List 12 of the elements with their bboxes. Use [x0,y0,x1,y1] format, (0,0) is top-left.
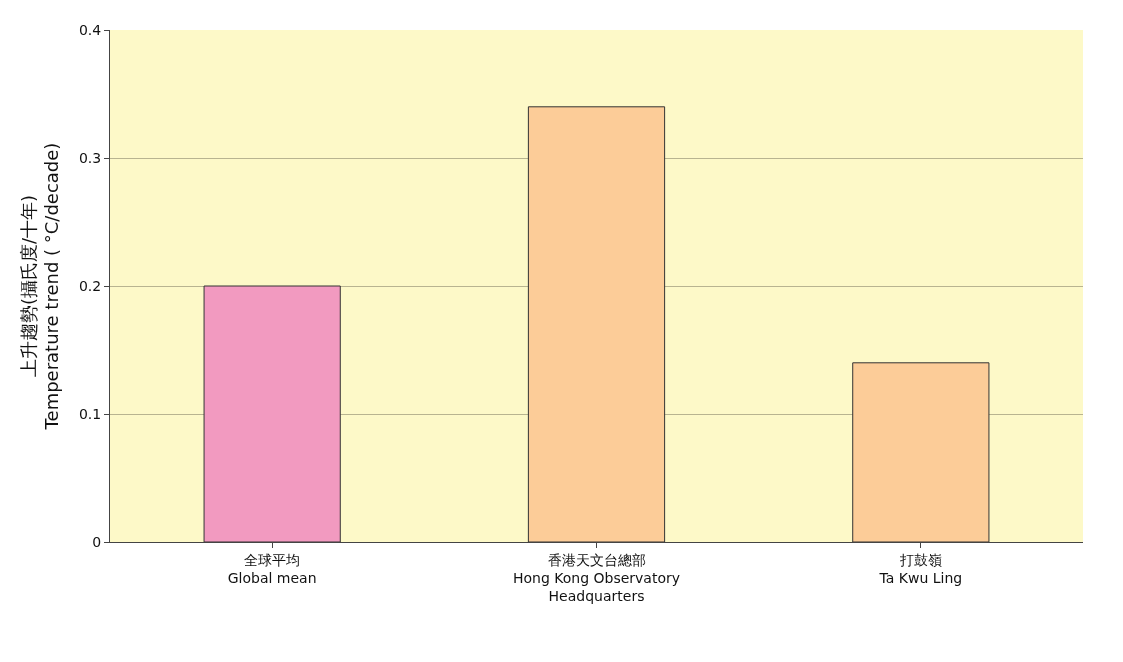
x-tick-label: 香港天文台總部 Hong Kong Observatory Headquarters [512,551,681,605]
y-tick-label: 0.4 [78,21,102,38]
bar [527,106,666,542]
bar [852,362,990,542]
y-tick-label: 0.1 [78,405,102,422]
x-tick-label: 全球平均 Global mean [227,551,317,586]
y-tick-label: 0.2 [78,277,102,294]
y-tick-label: 0.3 [78,149,102,166]
x-tick-label: 打鼓嶺 Ta Kwu Ling [878,551,963,586]
y-tick-label: 0 [92,533,102,550]
y-axis-title: 上升趨勢(攝氏度/十年) Temperature trend ( °C/decade) [17,142,63,431]
bar [203,285,341,542]
